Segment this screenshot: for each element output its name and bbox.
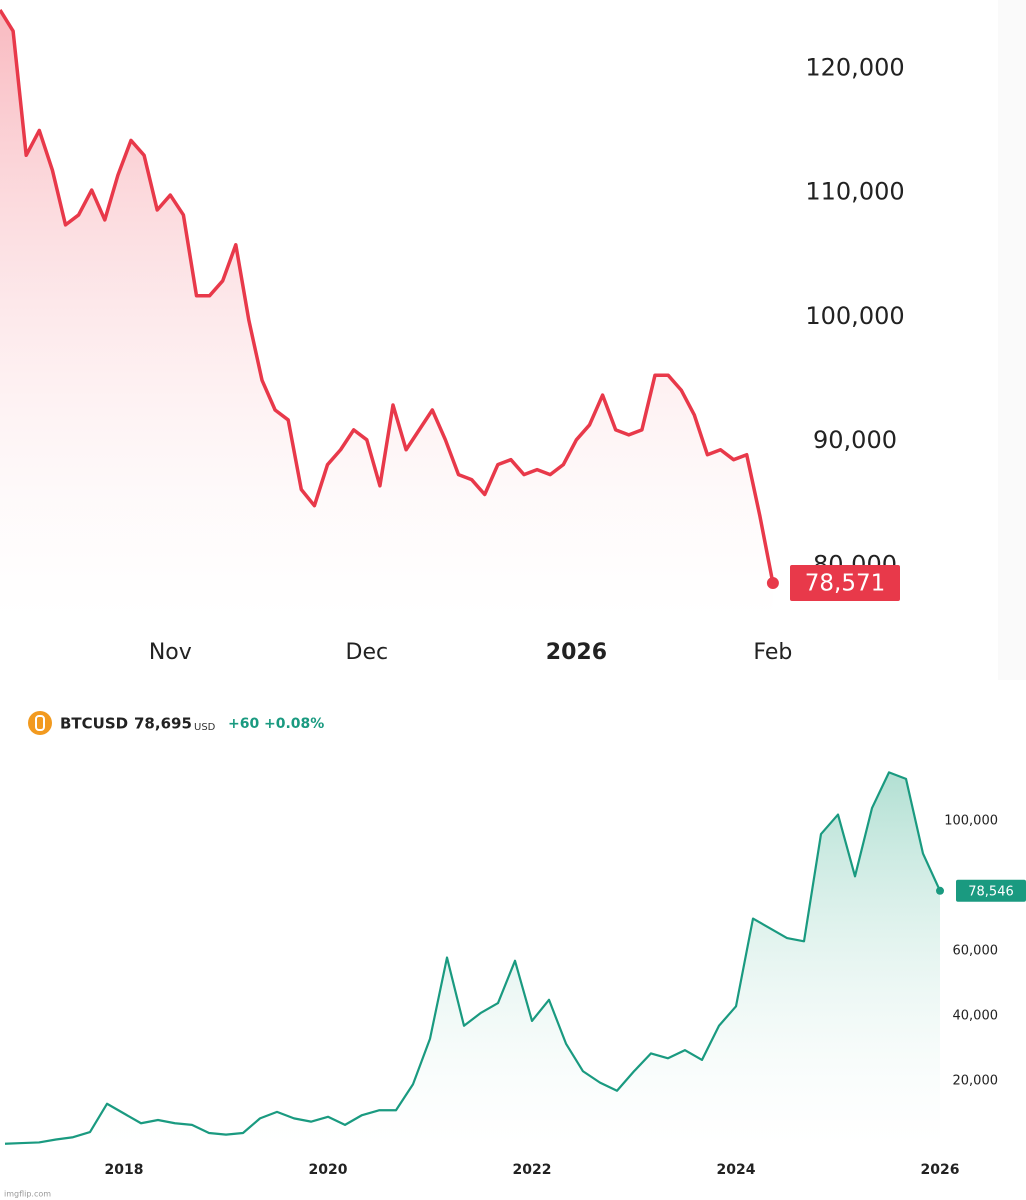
x-tick-label: 2026 bbox=[921, 1162, 960, 1178]
x-tick-label: 2018 bbox=[105, 1162, 144, 1178]
price-line bbox=[4, 771, 942, 1145]
header: BTCUSD 78,695 USD +60 +0.08% bbox=[28, 711, 324, 735]
y-tick-label: 100,000 bbox=[805, 302, 904, 330]
price-line bbox=[0, 9, 775, 584]
y-tick-label: 60,000 bbox=[953, 944, 999, 959]
x-tick-label: 2020 bbox=[309, 1162, 348, 1178]
coin-icon bbox=[28, 711, 52, 735]
x-tick-label: Dec bbox=[346, 640, 389, 665]
last-value-label: 78,546 bbox=[968, 884, 1014, 899]
x-tick-label: 2024 bbox=[717, 1162, 756, 1178]
x-tick-label: Nov bbox=[149, 640, 192, 665]
change-percent: +0.08% bbox=[264, 716, 324, 732]
change: +60 bbox=[228, 716, 259, 732]
coin-glyph bbox=[35, 715, 45, 731]
price: 78,695 bbox=[134, 715, 192, 733]
symbol: BTCUSD bbox=[60, 715, 128, 733]
side-strip bbox=[998, 0, 1026, 680]
y-tick-label: 100,000 bbox=[944, 814, 998, 829]
y-tick-label: 20,000 bbox=[953, 1074, 999, 1089]
y-tick-label: 40,000 bbox=[953, 1009, 999, 1024]
currency: USD bbox=[194, 722, 216, 733]
watermark: imgflip.com bbox=[4, 1190, 51, 1199]
x-tick-label: Feb bbox=[753, 640, 792, 665]
last-point bbox=[766, 577, 779, 590]
last-value-badge bbox=[790, 565, 900, 602]
last-value-label: 78,571 bbox=[805, 571, 885, 597]
x-tick-label: 2022 bbox=[513, 1162, 552, 1178]
y-tick-label: 110,000 bbox=[805, 178, 904, 206]
last-value-badge bbox=[956, 879, 1026, 902]
y-tick-label: 120,000 bbox=[805, 53, 904, 81]
x-tick-label: 2026 bbox=[546, 640, 607, 665]
y-tick-label: 90,000 bbox=[813, 426, 897, 454]
area-fill bbox=[0, 9, 773, 621]
last-point bbox=[936, 886, 944, 895]
